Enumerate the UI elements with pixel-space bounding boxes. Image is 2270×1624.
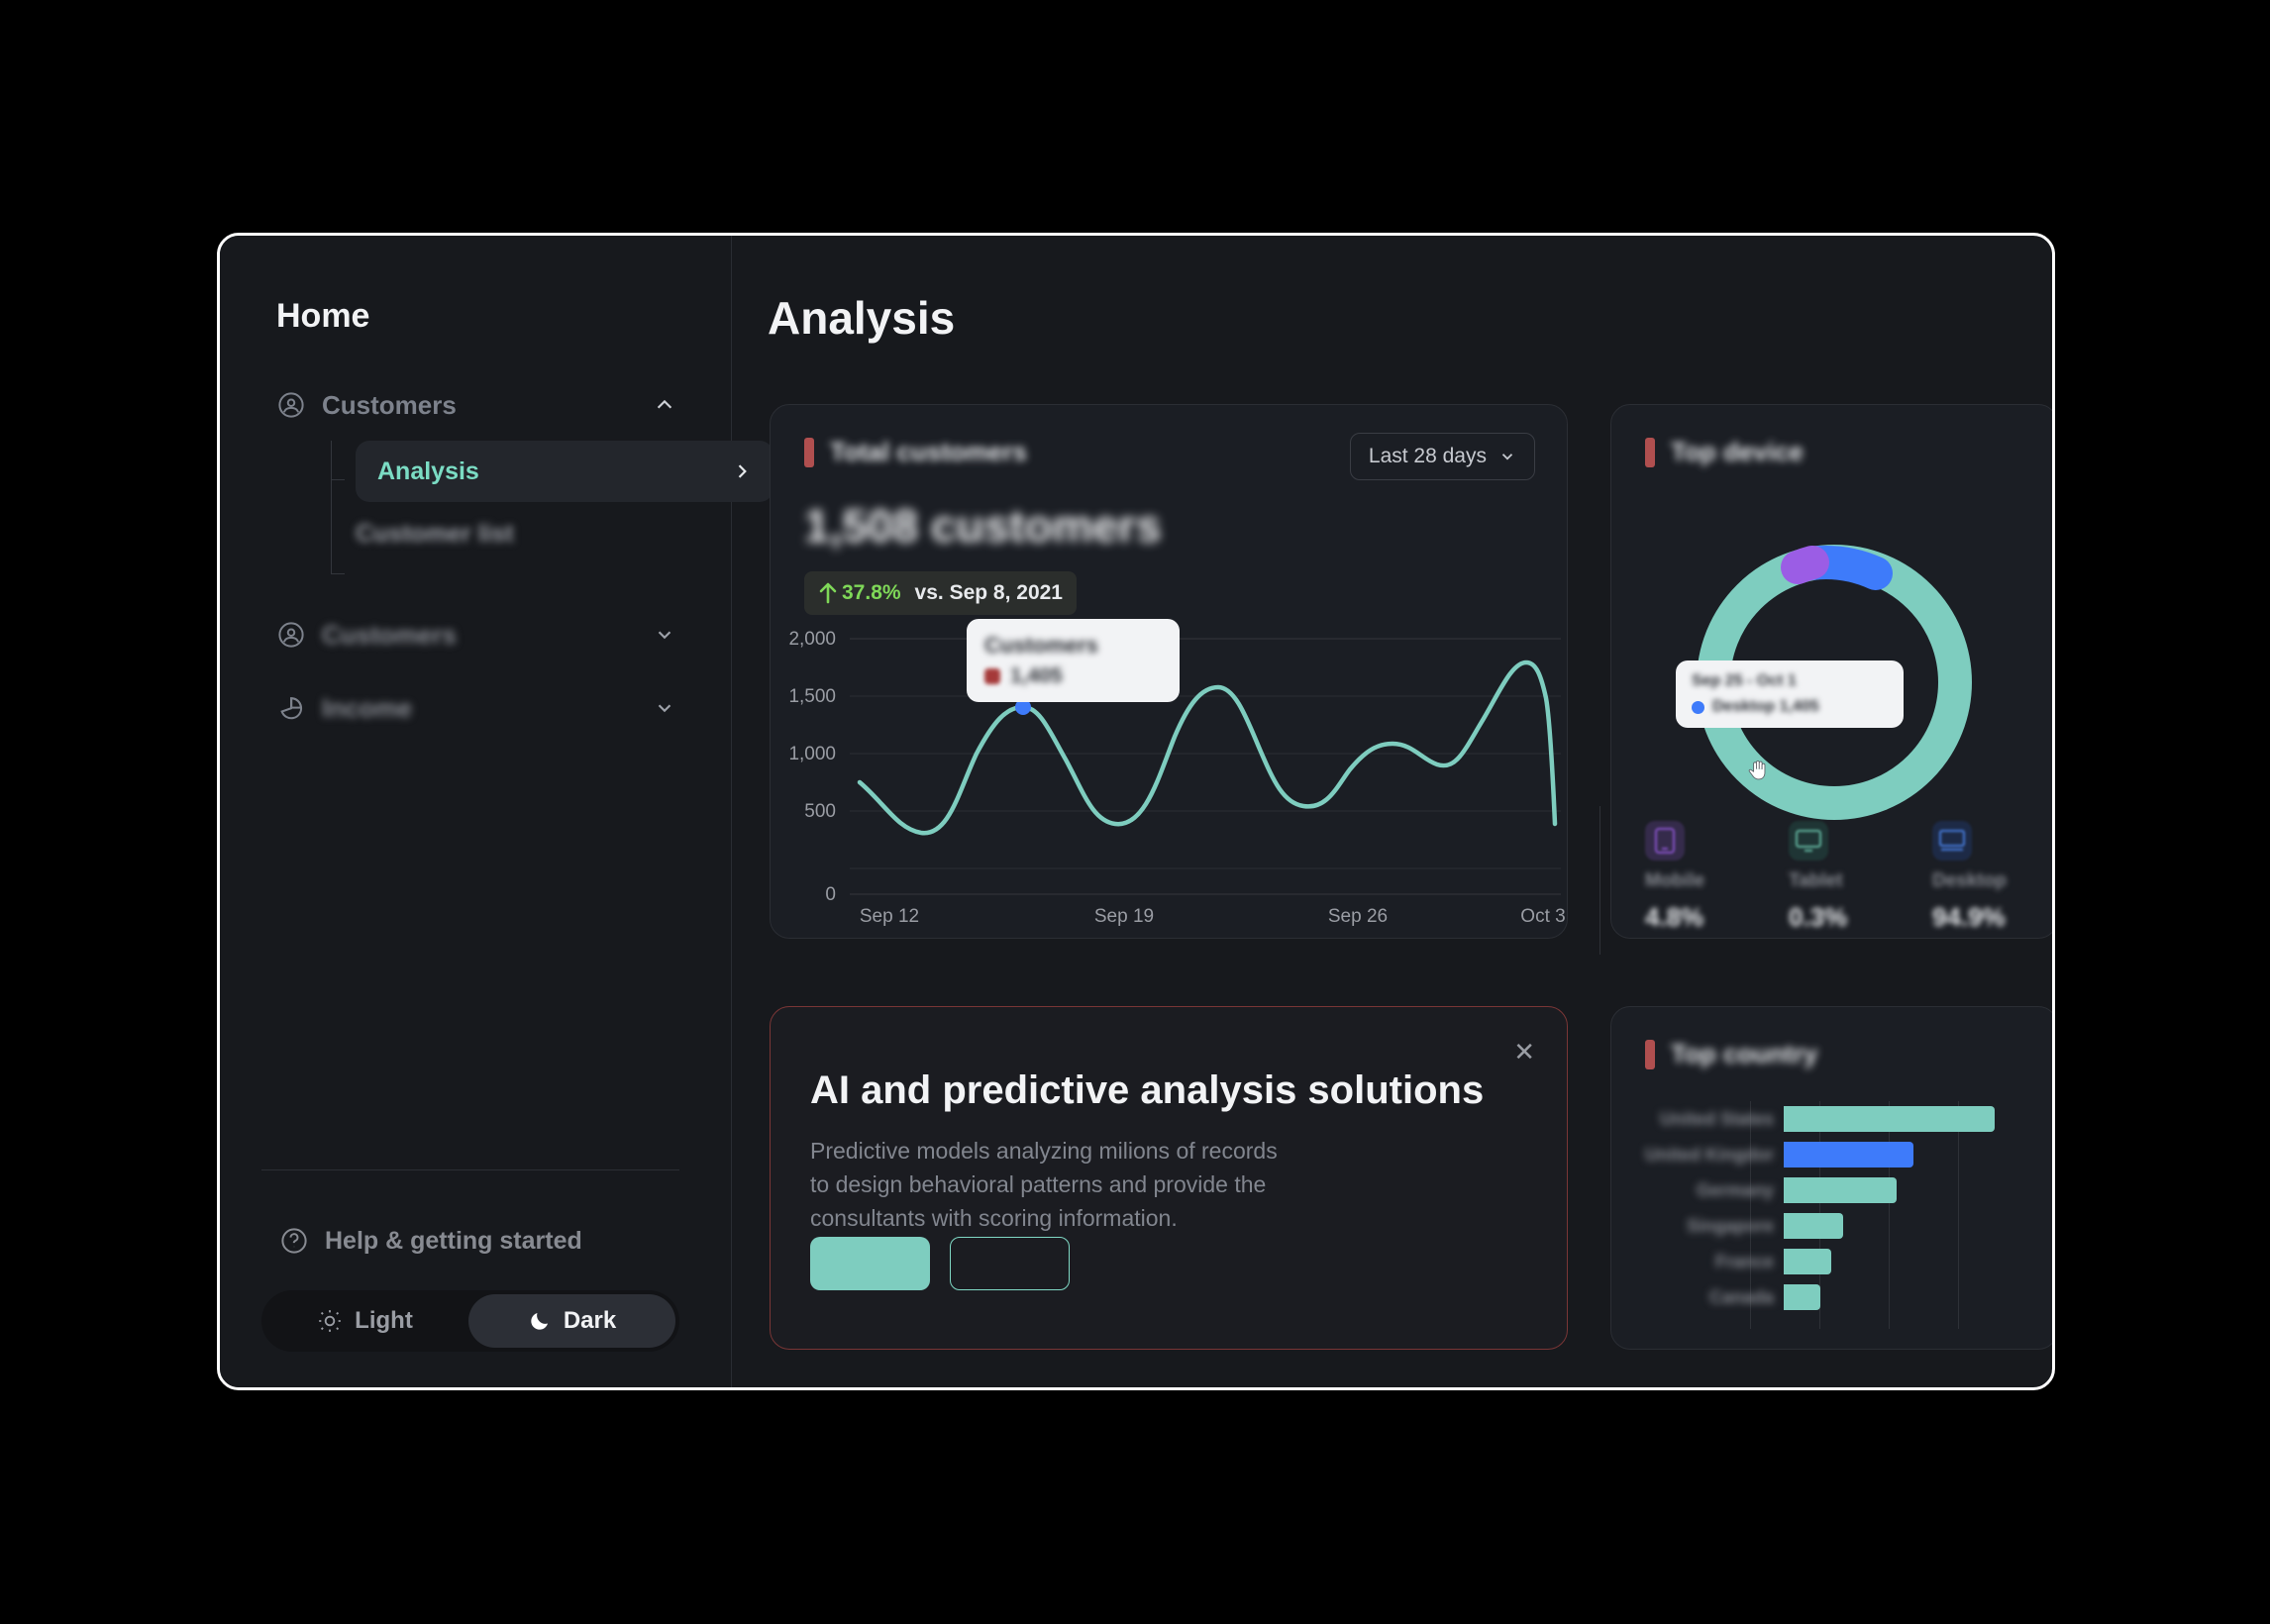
svg-text:0: 0 <box>825 884 836 905</box>
svg-text:1,000: 1,000 <box>788 744 836 764</box>
svg-text:2,000: 2,000 <box>788 629 836 650</box>
svg-text:1,500: 1,500 <box>788 686 836 707</box>
svg-text:Oct 3: Oct 3 <box>1520 906 1565 927</box>
svg-text:Sep 12: Sep 12 <box>860 906 919 927</box>
svg-text:Sep 26: Sep 26 <box>1328 906 1388 927</box>
svg-text:500: 500 <box>804 801 836 822</box>
svg-text:Sep 19: Sep 19 <box>1094 906 1154 927</box>
